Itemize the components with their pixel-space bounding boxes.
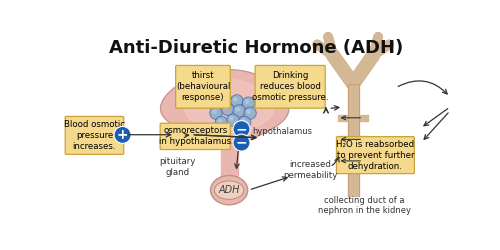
Circle shape bbox=[222, 103, 234, 116]
Text: Drinking
reduces blood
osmotic pressure.: Drinking reduces blood osmotic pressure. bbox=[252, 71, 328, 102]
Circle shape bbox=[208, 97, 220, 109]
Circle shape bbox=[233, 97, 237, 102]
Circle shape bbox=[233, 134, 250, 151]
Polygon shape bbox=[185, 80, 274, 133]
Circle shape bbox=[227, 114, 239, 126]
Polygon shape bbox=[160, 70, 289, 144]
Text: H₂O is reabsorbed
to prevent further
dehydration.: H₂O is reabsorbed to prevent further deh… bbox=[336, 140, 414, 171]
Text: thirst
(behavioural
response): thirst (behavioural response) bbox=[176, 71, 230, 102]
Circle shape bbox=[210, 107, 222, 119]
Text: osmoreceptors
in hypothalamus: osmoreceptors in hypothalamus bbox=[159, 126, 232, 146]
FancyBboxPatch shape bbox=[336, 137, 414, 173]
Circle shape bbox=[218, 118, 222, 123]
Circle shape bbox=[212, 109, 216, 114]
Circle shape bbox=[233, 105, 245, 117]
Text: increased
permeability: increased permeability bbox=[284, 160, 338, 180]
Text: +: + bbox=[117, 128, 128, 142]
Polygon shape bbox=[220, 142, 238, 180]
FancyBboxPatch shape bbox=[160, 123, 230, 150]
Circle shape bbox=[224, 106, 228, 110]
Circle shape bbox=[236, 107, 240, 112]
Circle shape bbox=[241, 118, 246, 123]
Text: −: − bbox=[236, 136, 248, 149]
Circle shape bbox=[246, 109, 251, 114]
Polygon shape bbox=[338, 136, 347, 142]
Text: hypothalamus: hypothalamus bbox=[252, 127, 312, 136]
Polygon shape bbox=[338, 115, 347, 121]
Polygon shape bbox=[348, 84, 358, 196]
Circle shape bbox=[244, 107, 256, 119]
FancyBboxPatch shape bbox=[65, 116, 124, 154]
Text: −: − bbox=[236, 122, 248, 136]
Ellipse shape bbox=[210, 176, 248, 205]
Circle shape bbox=[114, 126, 131, 144]
Circle shape bbox=[242, 97, 254, 109]
FancyBboxPatch shape bbox=[176, 66, 231, 108]
FancyBboxPatch shape bbox=[255, 66, 325, 108]
Text: pituitary
gland: pituitary gland bbox=[159, 157, 196, 177]
Ellipse shape bbox=[214, 181, 244, 200]
Text: Blood osmotic
pressure
increases.: Blood osmotic pressure increases. bbox=[64, 120, 125, 151]
Text: ADH: ADH bbox=[218, 185, 240, 195]
Circle shape bbox=[244, 99, 250, 104]
Polygon shape bbox=[358, 136, 368, 142]
Circle shape bbox=[233, 121, 250, 138]
Polygon shape bbox=[358, 158, 368, 164]
Circle shape bbox=[222, 96, 226, 100]
Circle shape bbox=[230, 95, 243, 107]
Circle shape bbox=[215, 116, 228, 128]
Text: collecting duct of a
nephron in the kidney: collecting duct of a nephron in the kidn… bbox=[318, 196, 411, 215]
Polygon shape bbox=[338, 158, 347, 164]
Circle shape bbox=[210, 99, 214, 104]
Text: Anti-Diuretic Hormone (ADH): Anti-Diuretic Hormone (ADH) bbox=[109, 39, 404, 57]
Circle shape bbox=[229, 116, 234, 121]
Circle shape bbox=[238, 116, 251, 128]
Polygon shape bbox=[358, 115, 368, 121]
Circle shape bbox=[219, 93, 232, 106]
